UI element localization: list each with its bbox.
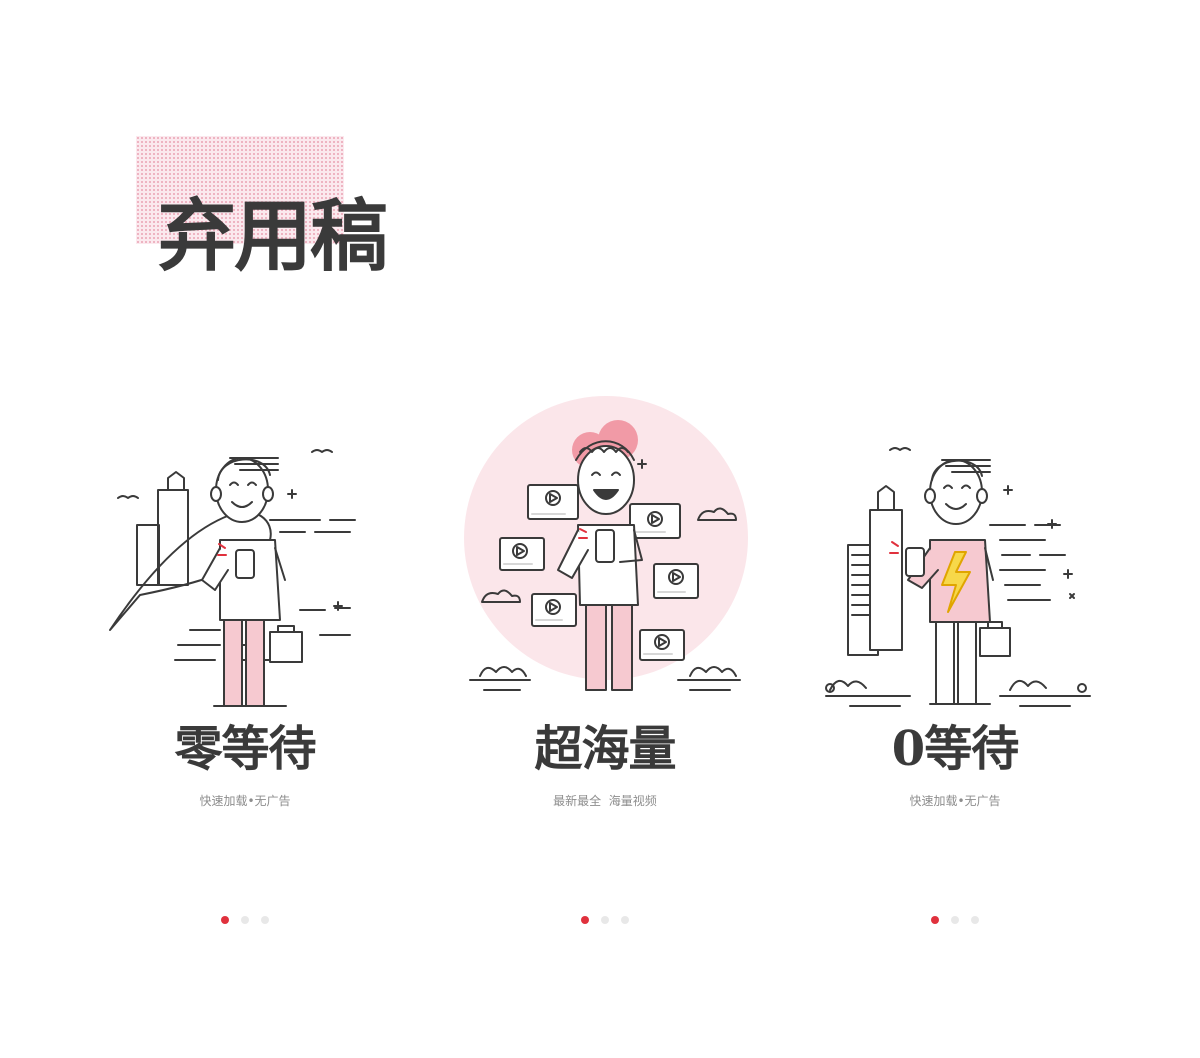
pagination-dot[interactable] — [241, 916, 249, 924]
card-subtitle: 最新最全 海量视频 — [553, 794, 657, 808]
card-title: 超海量 — [534, 721, 676, 777]
pagination-dot-active[interactable] — [581, 916, 589, 924]
pagination-dot[interactable] — [261, 916, 269, 924]
card-title: 0等待 — [891, 721, 1019, 777]
pagination-dots[interactable] — [440, 916, 770, 924]
man-with-phone-lightning-icon — [825, 447, 1091, 707]
pagination-dot[interactable] — [601, 916, 609, 924]
pagination-dot-active[interactable] — [931, 916, 939, 924]
pagination-dot[interactable] — [971, 916, 979, 924]
man-with-phone-videos-icon — [464, 396, 748, 691]
pagination-dot-active[interactable] — [221, 916, 229, 924]
card-subtitle: 快速加载•无广告 — [199, 794, 291, 808]
pagination-dots[interactable] — [80, 916, 410, 924]
draft-stamp-pattern — [136, 136, 344, 244]
card-title: 零等待 — [174, 721, 316, 777]
onboarding-card-3: 0等待 快速加载•无广告 — [790, 380, 1120, 950]
pagination-dot[interactable] — [951, 916, 959, 924]
pagination-dots[interactable] — [790, 916, 1120, 924]
pagination-dot[interactable] — [621, 916, 629, 924]
onboarding-card-2: 超海量 最新最全 海量视频 — [440, 380, 770, 950]
man-with-phone-city-icon — [109, 449, 356, 707]
card-subtitle: 快速加载•无广告 — [909, 794, 1001, 808]
page-title: 弃用稿 — [158, 191, 388, 282]
onboarding-card-1: 零等待 快速加载•无广告 — [80, 380, 410, 950]
